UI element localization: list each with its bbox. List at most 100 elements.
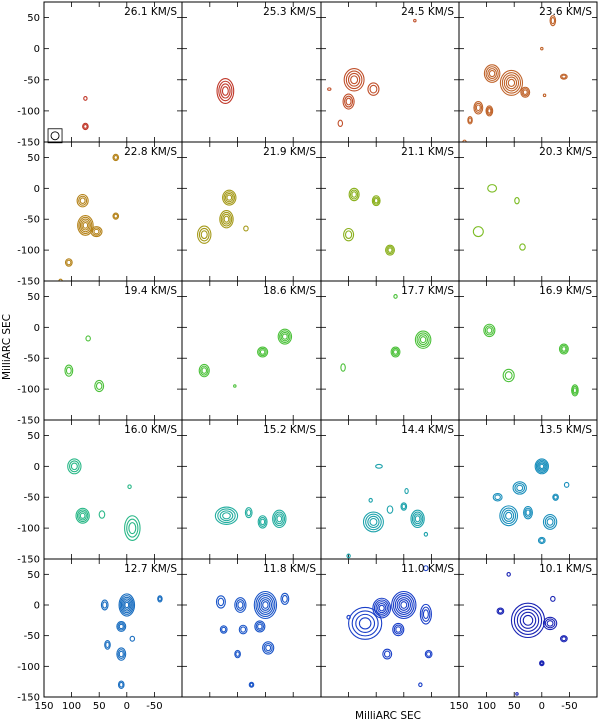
contour-level bbox=[540, 661, 544, 666]
y-tick-label: 0 bbox=[34, 323, 40, 334]
contour-level bbox=[382, 648, 393, 660]
y-tick-label: 50 bbox=[27, 431, 40, 442]
contour-level bbox=[423, 565, 429, 572]
contour-level bbox=[560, 73, 568, 80]
contour-level bbox=[117, 649, 126, 660]
contour-level bbox=[94, 379, 105, 393]
contour-level bbox=[272, 509, 287, 529]
velocity-label: 12.7 KM/S bbox=[124, 563, 177, 575]
contour-level bbox=[76, 509, 89, 523]
contour-level bbox=[343, 227, 355, 242]
panel-frame bbox=[458, 280, 598, 421]
contour-level bbox=[368, 497, 373, 503]
contour-level bbox=[561, 74, 567, 79]
contour-level bbox=[398, 599, 410, 611]
channel-panel: 22.8 KM/S 50 0 -50 -100 -150 bbox=[17, 141, 183, 288]
contour-level bbox=[235, 651, 240, 657]
contour-level bbox=[216, 77, 235, 104]
contour-level bbox=[81, 220, 90, 231]
contour-level bbox=[486, 106, 493, 116]
contour-level bbox=[536, 461, 547, 472]
y-tick-label: -100 bbox=[17, 106, 40, 117]
contour-group bbox=[327, 18, 417, 127]
panel-frame bbox=[43, 419, 183, 560]
velocity-label: 11.8 KM/S bbox=[263, 563, 316, 575]
contour-level bbox=[501, 72, 522, 94]
channel-panel: 18.6 KM/S bbox=[181, 280, 322, 421]
contour-group bbox=[216, 77, 235, 104]
channel-panel: 15.2 KM/S bbox=[181, 419, 322, 560]
contour-level bbox=[561, 636, 567, 642]
contour-level bbox=[488, 69, 496, 78]
contour-level bbox=[198, 363, 210, 378]
contour-level bbox=[392, 622, 405, 637]
contour-level bbox=[118, 593, 136, 617]
contour-level bbox=[351, 191, 357, 198]
channel-panel: 10.1 KM/S 150 100 50 0 -50 bbox=[449, 558, 598, 712]
contour-level bbox=[506, 571, 511, 577]
velocity-label: 16.9 KM/S bbox=[539, 285, 592, 297]
contour-level bbox=[113, 154, 119, 160]
contour-level bbox=[257, 515, 268, 529]
contour-group bbox=[198, 328, 293, 388]
contour-level bbox=[327, 87, 332, 91]
contour-level bbox=[223, 191, 236, 204]
contour-level bbox=[537, 536, 546, 545]
contour-level bbox=[525, 509, 531, 516]
contour-group bbox=[346, 463, 429, 559]
contour-level bbox=[386, 505, 394, 514]
contour-level bbox=[201, 367, 208, 374]
contour-level bbox=[347, 72, 361, 87]
contour-level bbox=[240, 626, 247, 633]
contour-level bbox=[277, 328, 293, 345]
contour-level bbox=[419, 603, 432, 625]
contour-level bbox=[98, 510, 106, 519]
contour-level bbox=[91, 227, 101, 236]
contour-level bbox=[65, 366, 72, 375]
contour-level bbox=[120, 596, 133, 614]
contour-level bbox=[218, 80, 233, 102]
contour-level bbox=[392, 593, 415, 617]
channel-panel: 26.1 KM/S 50 0 -50 -100 -150 bbox=[17, 1, 183, 149]
contour-level bbox=[474, 102, 483, 113]
contour-level bbox=[83, 96, 88, 101]
panel-frame bbox=[181, 419, 322, 560]
contour-level bbox=[424, 649, 433, 659]
y-tick-label: -100 bbox=[17, 524, 40, 535]
contour-level bbox=[560, 344, 568, 354]
channel-panel: 24.5 KM/S bbox=[320, 1, 460, 143]
contour-level bbox=[423, 531, 429, 537]
contour-level bbox=[198, 227, 210, 242]
contour-level bbox=[546, 620, 554, 627]
contour-level bbox=[413, 18, 417, 23]
contour-level bbox=[385, 244, 395, 256]
contour-level bbox=[255, 593, 276, 617]
contour-level bbox=[257, 346, 269, 358]
contour-level bbox=[410, 509, 425, 529]
contour-level bbox=[235, 599, 245, 611]
contour-level bbox=[539, 660, 545, 667]
contour-level bbox=[248, 681, 255, 688]
channel-panel: 14.4 KM/S bbox=[320, 419, 460, 560]
contour-level bbox=[544, 516, 556, 528]
contour-level bbox=[259, 349, 266, 355]
contour-level bbox=[418, 682, 423, 688]
contour-level bbox=[422, 609, 429, 620]
x-tick-label: 50 bbox=[93, 701, 106, 712]
contour-level bbox=[378, 604, 385, 612]
contour-group bbox=[462, 15, 568, 142]
contour-level bbox=[217, 508, 236, 524]
y-tick-label: -100 bbox=[17, 385, 40, 396]
panel-frame bbox=[458, 558, 598, 698]
contour-level bbox=[215, 595, 226, 609]
contour-level bbox=[128, 522, 137, 535]
contour-level bbox=[279, 330, 291, 343]
contour-level bbox=[343, 68, 365, 92]
contour-level bbox=[219, 625, 228, 634]
contour-level bbox=[117, 622, 126, 631]
contour-level bbox=[223, 215, 230, 223]
contour-level bbox=[393, 294, 398, 299]
y-tick-label: -150 bbox=[17, 693, 40, 704]
contour-level bbox=[345, 70, 363, 90]
channel-panel: 23.6 KM/S bbox=[458, 1, 598, 143]
